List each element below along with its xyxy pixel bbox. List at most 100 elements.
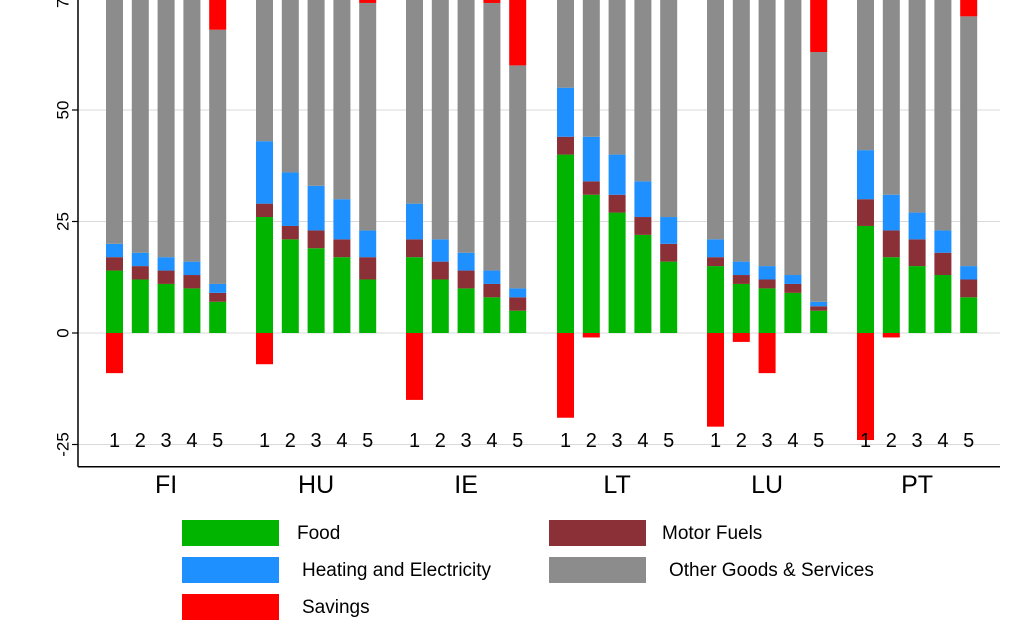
axes — [77, 0, 1000, 468]
quintile-label: 1 — [109, 430, 120, 452]
bar-segment-other — [483, 2, 501, 271]
bar-segment-savings — [582, 333, 600, 338]
bar-segment-other — [333, 0, 351, 200]
quintile-label: 4 — [787, 430, 798, 452]
bar-segment-other — [183, 0, 201, 262]
bar-segment-heating — [209, 283, 227, 293]
bar-segment-motor-fuels — [106, 257, 123, 271]
bar-segment-motor-fuels — [908, 239, 926, 267]
legend-swatch — [549, 557, 646, 583]
bar-segment-savings — [707, 333, 724, 427]
bar-segment-other — [106, 0, 123, 244]
bar-segment-savings — [406, 333, 423, 400]
bar-segment-heating — [882, 194, 900, 231]
bar-segment-food — [183, 288, 201, 333]
bar-segment-heating — [359, 230, 377, 258]
quintile-label: 2 — [586, 430, 597, 452]
bar-segment-savings — [557, 333, 574, 418]
bar-segment-motor-fuels — [707, 257, 724, 267]
legend-item-savings: Savings — [182, 594, 370, 620]
bar-segment-motor-fuels — [457, 270, 475, 289]
quintile-label: 5 — [813, 430, 824, 452]
quintile-label: 2 — [285, 430, 296, 452]
country-label: PT — [901, 471, 933, 499]
legend-label: Savings — [302, 597, 370, 618]
bar-segment-motor-fuels — [431, 261, 449, 280]
quintile-label: 1 — [409, 430, 420, 452]
legend-label: Motor Fuels — [662, 523, 762, 544]
bars — [106, 0, 978, 441]
bar-segment-other — [732, 0, 750, 262]
bar-segment-other — [457, 0, 475, 253]
bar-segment-other — [707, 0, 724, 240]
bar-segment-motor-fuels — [131, 266, 149, 280]
bar-segment-other — [509, 65, 527, 289]
quintile-label: 3 — [461, 430, 472, 452]
bar-segment-motor-fuels — [934, 252, 952, 276]
bar-segment-motor-fuels — [758, 279, 776, 289]
bar-segment-food — [732, 283, 750, 333]
bar-segment-motor-fuels — [157, 270, 175, 284]
y-tick-label: 50 — [53, 101, 72, 120]
bar-segment-other — [908, 0, 926, 213]
bar-segment-savings — [483, 0, 501, 3]
bar-segment-savings — [256, 333, 273, 365]
bar-segment-heating — [934, 230, 952, 253]
bar-segment-savings — [882, 333, 900, 338]
bar-segment-motor-fuels — [406, 239, 423, 258]
bar-segment-savings — [509, 0, 527, 66]
country-label: LT — [603, 471, 630, 499]
bar-segment-motor-fuels — [784, 283, 802, 293]
y-tick-label: -25 — [53, 432, 72, 457]
bar-segment-motor-fuels — [882, 230, 900, 258]
legend-swatch — [182, 594, 279, 620]
bar-segment-motor-fuels — [857, 199, 874, 226]
bar-segment-savings — [960, 0, 978, 17]
bar-segment-heating — [106, 243, 123, 258]
bar-segment-food — [106, 270, 123, 333]
bar-group-lu — [707, 0, 828, 427]
legend-label: Heating and Electricity — [302, 560, 492, 581]
bar-segment-savings — [857, 333, 874, 441]
legend-label: Food — [297, 523, 340, 544]
bar-segment-heating — [960, 266, 978, 280]
bar-segment-food — [557, 154, 574, 333]
bar-segment-heating — [732, 261, 750, 276]
bar-segment-savings — [732, 333, 750, 342]
bar-segment-other — [256, 0, 273, 142]
bar-segment-heating — [634, 181, 652, 218]
quintile-label: 4 — [336, 430, 347, 452]
quintile-label: 1 — [710, 430, 721, 452]
bar-segment-food — [131, 279, 149, 333]
bar-segment-food — [157, 283, 175, 333]
bar-segment-food — [431, 279, 449, 333]
bar-group-fi — [106, 0, 227, 374]
bar-segment-heating — [784, 275, 802, 284]
bar-segment-food — [707, 266, 724, 333]
bar-segment-food — [960, 297, 978, 333]
y-tick-label: 0 — [53, 328, 72, 337]
country-label: LU — [751, 471, 783, 499]
bar-segment-heating — [457, 252, 475, 271]
bar-segment-food — [359, 279, 377, 333]
bar-segment-food — [810, 310, 828, 333]
bar-segment-other — [784, 0, 802, 276]
bar-segment-heating — [256, 141, 273, 204]
bar-segment-other — [960, 16, 978, 267]
bar-segment-other — [634, 0, 652, 182]
bar-group-pt — [857, 0, 978, 441]
quintile-label: 3 — [912, 430, 923, 452]
bar-segment-other — [359, 2, 377, 231]
quintile-label: 2 — [736, 430, 747, 452]
gridlines — [78, 109, 1000, 445]
bar-segment-other — [582, 0, 600, 137]
bar-segment-food — [882, 257, 900, 333]
legend-swatch — [182, 557, 279, 583]
bar-segment-motor-fuels — [256, 203, 273, 218]
bar-segment-motor-fuels — [557, 136, 574, 155]
quintile-label: 4 — [186, 430, 197, 452]
legend-item-motor-fuels: Motor Fuels — [549, 520, 762, 546]
quintile-label: 3 — [161, 430, 172, 452]
bar-segment-heating — [509, 288, 527, 298]
